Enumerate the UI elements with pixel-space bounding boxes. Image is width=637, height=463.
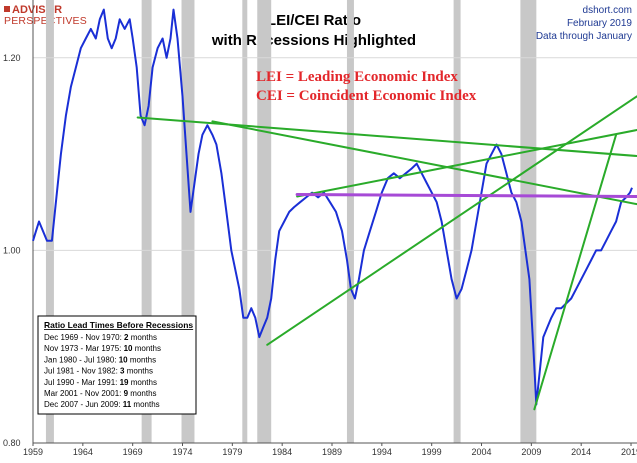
recession-band-3 xyxy=(242,0,248,443)
y-tick-label-1: 1.00 xyxy=(3,245,21,255)
lead-row-value: 10 xyxy=(124,344,133,353)
chart-title-line1: LEI/CEI Ratio xyxy=(267,12,361,29)
lead-row-unit: months xyxy=(133,344,161,353)
logo-line2: PERSPECTIVES xyxy=(4,15,87,27)
trend-lines xyxy=(136,95,637,411)
lead-row-period: Mar 2001 - Nov 2001: xyxy=(44,389,124,398)
lead-row-value: 19 xyxy=(120,378,129,387)
recession-band-5 xyxy=(346,0,354,443)
lead-row-1: Nov 1973 - Mar 1975: 10 months xyxy=(44,344,161,353)
x-tick-label-12: 2019 xyxy=(621,447,637,457)
lead-row-unit: months xyxy=(129,333,157,342)
source-label: dshort.com xyxy=(583,5,632,16)
axes: 1959 1964 1969 1974 1979 1984 1989 1994 1999 2004… xyxy=(3,0,637,457)
x-tick-label-4: 1979 xyxy=(222,447,242,457)
lead-times-frame xyxy=(37,315,197,415)
trend-line-2 xyxy=(266,95,637,346)
lead-row-unit: months xyxy=(125,367,153,376)
logo: ADVISOR PERSPECTIVES xyxy=(4,4,87,27)
x-tick-label-6: 1989 xyxy=(322,447,342,457)
lead-row-3: Jul 1981 - Nov 1982: 3 months xyxy=(44,367,153,376)
lead-row-0: Dec 1969 - Nov 1970: 2 months xyxy=(44,333,157,342)
recession-band-6 xyxy=(453,0,461,443)
lead-row-value: 3 xyxy=(120,367,125,376)
x-tick-label-11: 2014 xyxy=(571,447,591,457)
lead-row-unit: months xyxy=(128,389,156,398)
x-tick-label-0: 1959 xyxy=(23,447,43,457)
recession-band-0 xyxy=(45,0,54,443)
lead-row-period: Jan 1980 - Jul 1980: xyxy=(44,355,119,364)
flat-line-5 xyxy=(295,193,637,198)
lead-row-value: 9 xyxy=(124,389,129,398)
chart-title-line2: with Recessions Highlighted xyxy=(211,32,416,49)
x-tick-label-3: 1974 xyxy=(172,447,192,457)
x-tick-label-9: 2004 xyxy=(471,447,491,457)
lead-row-period: Jul 1990 - Mar 1991: xyxy=(44,378,120,387)
trend-line-1 xyxy=(211,120,637,206)
lead-row-period: Jul 1981 - Nov 1982: xyxy=(44,367,120,376)
x-tick-label-2: 1969 xyxy=(123,447,143,457)
x-tick-label-5: 1984 xyxy=(272,447,292,457)
date-label: February 2019 xyxy=(567,18,632,29)
x-tick-label-8: 1999 xyxy=(422,447,442,457)
lead-row-period: Dec 1969 - Nov 1970: xyxy=(44,333,124,342)
recession-band-1 xyxy=(141,0,152,443)
lead-row-unit: months xyxy=(128,355,156,364)
trend-line-4 xyxy=(533,133,618,411)
lead-row-period: Dec 2007 - Jun 2009: xyxy=(44,400,123,409)
lead-row-2: Jan 1980 - Jul 1980: 10 months xyxy=(44,355,156,364)
recession-band-4 xyxy=(257,0,272,443)
lead-row-value: 2 xyxy=(124,333,129,342)
lead-times-box: Ratio Lead Times Before Recessions Dec 1… xyxy=(37,315,197,415)
x-tick-label-7: 1994 xyxy=(372,447,392,457)
lead-row-4: Jul 1990 - Mar 1991: 19 months xyxy=(44,378,157,387)
cei-annotation: CEI = Coincident Economic Index xyxy=(256,88,477,104)
x-tick-label-10: 2009 xyxy=(521,447,541,457)
y-tick-label-2: 1.20 xyxy=(3,53,21,63)
lead-row-period: Nov 1973 - Mar 1975: xyxy=(44,344,124,353)
lead-row-unit: months xyxy=(131,400,159,409)
lei-annotation: LEI = Leading Economic Index xyxy=(256,69,458,85)
trend-line-3 xyxy=(296,129,637,198)
lead-times-title: Ratio Lead Times Before Recessions xyxy=(44,320,193,330)
x-tick-label-1: 1964 xyxy=(73,447,93,457)
lead-row-5: Mar 2001 - Nov 2001: 9 months xyxy=(44,389,157,398)
y-tick-label-0: 0.80 xyxy=(3,438,21,448)
lead-row-unit: months xyxy=(129,378,157,387)
through-label: Data through January xyxy=(536,31,632,42)
lead-row-value: 11 xyxy=(123,400,132,409)
lead-row-value: 10 xyxy=(119,355,128,364)
lead-row-6: Dec 2007 - Jun 2009: 11 months xyxy=(44,400,160,409)
logo-badge-icon xyxy=(4,6,10,12)
